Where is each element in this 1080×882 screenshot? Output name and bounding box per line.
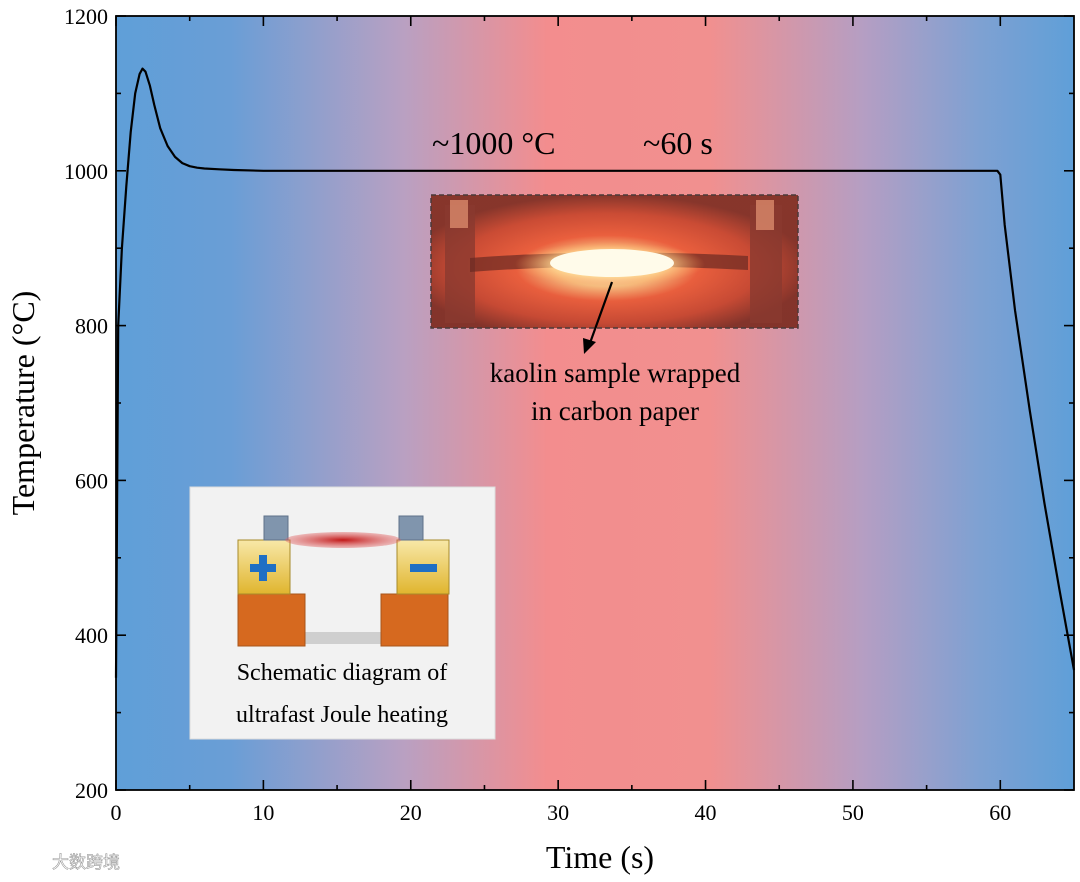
x-tick-label: 20	[400, 800, 422, 825]
x-tick-label: 10	[252, 800, 274, 825]
temperature-series-line	[114, 67, 1076, 678]
plateau-duration-annotation: ~60 s	[643, 125, 713, 161]
x-tick-label: 40	[695, 800, 717, 825]
x-tick-labels: 0 10 20 30 40 50 60	[111, 800, 1012, 825]
plot-frame	[115, 15, 1075, 791]
photo-caption-line2: in carbon paper	[531, 396, 699, 426]
left-clamp	[263, 515, 289, 541]
photo-caption-line1: kaolin sample wrapped	[490, 358, 741, 388]
left-copper-block	[237, 593, 306, 647]
y-tick-label: 400	[75, 623, 108, 648]
minus-icon	[410, 564, 437, 572]
y-tick-labels: 200 400 600 800 1000 1200	[64, 4, 108, 803]
right-clamp	[398, 515, 424, 541]
axis-ticks	[115, 15, 1074, 791]
y-tick-label: 800	[75, 314, 108, 339]
x-tick-label: 30	[547, 800, 569, 825]
y-tick-label: 1000	[64, 159, 108, 184]
schematic-caption-line1: Schematic diagram of	[237, 660, 448, 686]
y-tick-label: 600	[75, 468, 108, 493]
watermark: 大数跨境	[10, 850, 120, 873]
schematic-caption-line2: ultrafast Joule heating	[236, 702, 448, 728]
x-axis-title: Time (s)	[546, 839, 654, 875]
y-axis-title: Temperature (°C)	[5, 291, 41, 516]
y-tick-label: 1200	[64, 4, 108, 29]
plateau-temperature-annotation: ~1000 °C	[432, 125, 555, 161]
x-tick-label: 0	[111, 800, 122, 825]
weibo-logo-icon	[10, 850, 36, 871]
x-tick-label: 60	[989, 800, 1011, 825]
plus-icon	[250, 555, 276, 581]
sample-photo-inset	[430, 194, 799, 329]
x-tick-label: 50	[842, 800, 864, 825]
y-tick-label: 200	[75, 778, 108, 803]
heated-sample	[285, 532, 401, 548]
base-plate	[296, 632, 392, 644]
right-copper-block	[380, 593, 449, 647]
caption-arrow	[583, 281, 614, 354]
schematic-inset: Schematic diagram of ultrafast Joule hea…	[189, 486, 496, 740]
watermark-text: 大数跨境	[52, 853, 120, 873]
